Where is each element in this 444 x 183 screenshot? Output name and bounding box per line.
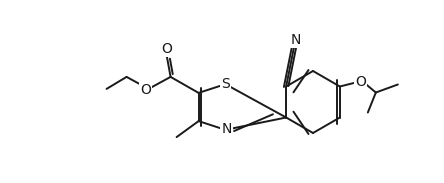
Text: O: O [140,83,151,97]
Text: S: S [221,77,230,91]
Text: N: N [221,122,232,136]
Text: O: O [355,76,366,89]
Text: N: N [291,33,301,46]
Text: O: O [161,42,172,56]
